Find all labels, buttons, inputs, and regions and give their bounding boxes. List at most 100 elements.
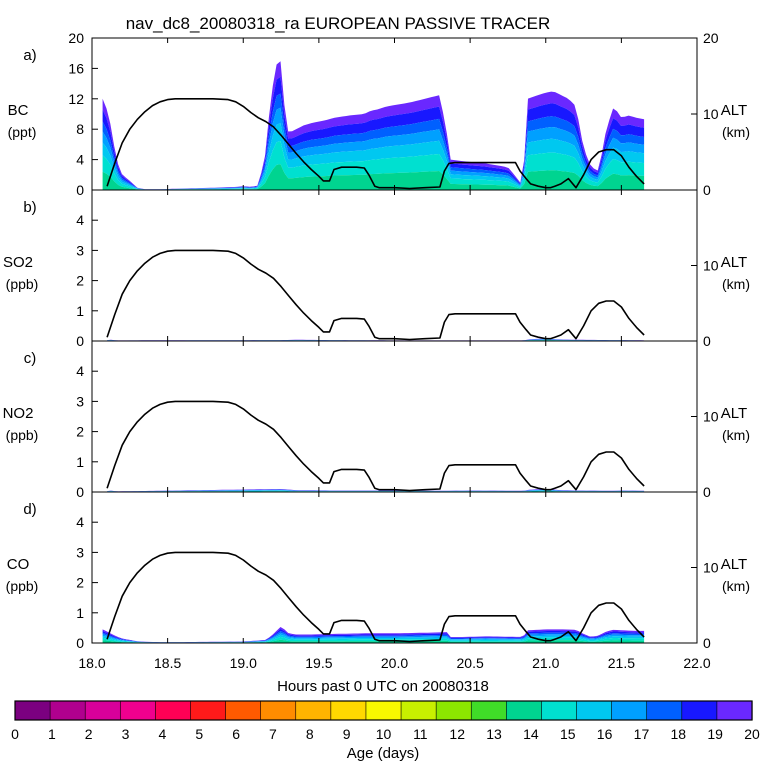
colorbar-tick-label: 12: [449, 726, 465, 742]
colorbar-tick-label: 13: [486, 726, 502, 742]
alt-unit: (km): [722, 578, 750, 594]
y-tick-label: 3: [76, 544, 84, 560]
x-axis-label: Hours past 0 UTC on 20080318: [277, 678, 489, 695]
alt-tick-label: 10: [703, 258, 719, 274]
species-unit: (ppb): [6, 276, 39, 292]
y-tick-label: 12: [68, 91, 84, 107]
y-tick-label: 1: [76, 303, 84, 319]
colorbar-swatch: [470, 700, 507, 721]
alt-unit: (km): [722, 427, 750, 443]
alt-unit: (km): [722, 124, 750, 140]
colorbar-swatch: [14, 700, 51, 721]
colorbar-tick-label: 6: [232, 726, 240, 742]
alt-tick-label: 10: [703, 560, 719, 576]
y-tick-label: 20: [68, 30, 84, 46]
colorbar-swatch: [49, 700, 86, 721]
colorbar-swatch: [365, 700, 402, 721]
colorbar-tick-label: 15: [560, 726, 576, 742]
colorbar-swatch: [646, 700, 683, 721]
tracer-band-age-16: [107, 490, 645, 492]
x-tick-label: 21.5: [608, 655, 635, 671]
y-tick-label: 0: [76, 484, 84, 500]
colorbar-tick-label: 16: [597, 726, 613, 742]
y-tick-label: 0: [76, 333, 84, 349]
colorbar-tick-label: 20: [744, 726, 760, 742]
colorbar-tick-label: 10: [376, 726, 392, 742]
species-unit: (ppb): [6, 578, 39, 594]
x-tick-label: 20.0: [381, 655, 408, 671]
tracer-band-age-16: [102, 634, 645, 643]
x-tick-label: 20.5: [457, 655, 484, 671]
colorbar-swatch: [84, 700, 121, 721]
panel-letter: a): [23, 47, 36, 64]
y-tick-label: 4: [76, 514, 84, 530]
tracer-band-age-19: [107, 489, 645, 492]
panel-frame: [91, 189, 698, 342]
y-tick-label: 1: [76, 454, 84, 470]
tracer-band-age-20: [107, 338, 645, 341]
chart-title: nav_dc8_20080318_ra EUROPEAN PASSIVE TRA…: [126, 14, 551, 33]
colorbar-tick-label: 9: [343, 726, 351, 742]
panel-co: 0 1 2 3 4 0 10 d) CO (ppb) ALT (km): [6, 491, 750, 651]
y-tick-label: 2: [76, 575, 84, 591]
chart-panels: 04812162001020a)BC(ppt)ALT(km)01234010b)…: [3, 30, 750, 651]
panel-letter: c): [24, 350, 37, 367]
colorbar-swatch: [611, 700, 648, 721]
colorbar-swatch: [400, 700, 437, 721]
panel-bc: 0 4 8 12 16 20 0 10 20 a) BC (ppt) ALT (km): [8, 30, 750, 198]
x-tick-label: 21.0: [532, 655, 559, 671]
colorbar-tick-label: 17: [634, 726, 650, 742]
colorbar-tick-label: 14: [523, 726, 539, 742]
tracer-band-age-14: [102, 639, 645, 643]
colorbar-tick-label: 19: [707, 726, 723, 742]
colorbar-swatch: [225, 700, 262, 721]
x-tick-label: 18.5: [154, 655, 181, 671]
x-tick-label: 22.0: [683, 655, 710, 671]
colorbar-tick-label: 3: [122, 726, 130, 742]
alt-label: ALT: [721, 556, 747, 573]
panel-letter: d): [23, 501, 36, 518]
colorbar-tick-label: 2: [85, 726, 93, 742]
y-tick-label: 4: [76, 363, 84, 379]
altitude-line: [106, 249, 645, 341]
colorbar-tick-label: 0: [11, 726, 19, 742]
tracer-band-age-18: [107, 489, 645, 492]
colorbar-swatch: [576, 700, 613, 721]
altitude-line: [106, 98, 645, 190]
alt-tick-label: 0: [703, 182, 711, 198]
tracer-band-age-17: [107, 490, 645, 492]
colorbar-frame: [14, 700, 753, 721]
species-label: BC: [8, 102, 29, 119]
tracer-band-age-15: [102, 636, 645, 643]
y-tick-label: 0: [76, 635, 84, 651]
alt-tick-label: 10: [703, 409, 719, 425]
altitude-line: [106, 400, 645, 492]
species-unit: (ppb): [6, 427, 39, 443]
y-tick-label: 4: [76, 152, 84, 168]
colorbar-swatch: [506, 700, 543, 721]
alt-unit: (km): [722, 276, 750, 292]
colorbar-swatch: [260, 700, 297, 721]
alt-tick-label: 0: [703, 484, 711, 500]
alt-label: ALT: [721, 254, 747, 271]
panel-frame: [91, 491, 698, 644]
alt-label: ALT: [721, 405, 747, 422]
colorbar-swatch: [190, 700, 227, 721]
age-colorbar: 0 1 2 3 4 5 6 7 8 9 10 11 12 13 14 15 16 17 18 19 20: [11, 700, 760, 742]
alt-tick-label: 0: [703, 635, 711, 651]
colorbar-swatch: [155, 700, 192, 721]
colorbar-tick-label: 4: [159, 726, 167, 742]
colorbar-swatch: [681, 700, 718, 721]
y-tick-label: 0: [76, 182, 84, 198]
x-tick-label: 19.5: [305, 655, 332, 671]
y-tick-label: 2: [76, 273, 84, 289]
altitude-line: [106, 551, 645, 643]
y-tick-label: 16: [68, 60, 84, 76]
tracer-band-age-20: [107, 489, 645, 492]
panel-no2: 0 1 2 3 4 0 10 c) NO2 (ppb) ALT (km): [3, 340, 750, 500]
colorbar-tick-label: 11: [413, 726, 428, 742]
colorbar-swatch: [119, 700, 156, 721]
tracer-band-age-15: [102, 141, 645, 190]
species-label: SO2: [3, 254, 33, 271]
